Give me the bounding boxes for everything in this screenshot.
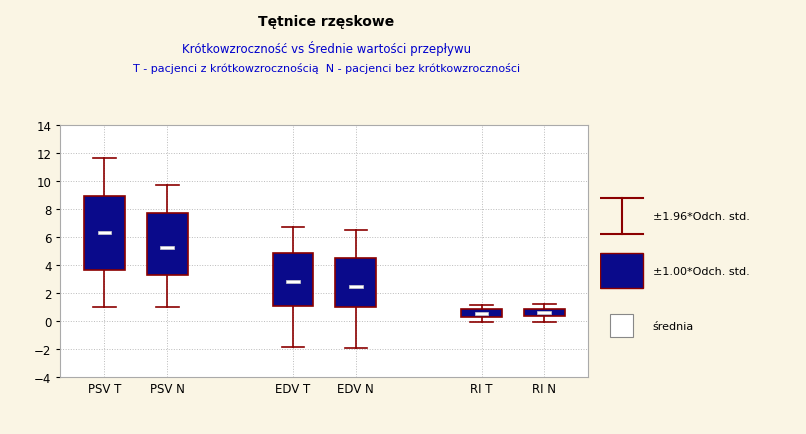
Bar <box>335 259 376 308</box>
Text: Tętnice rzęskowe: Tętnice rzęskowe <box>258 15 395 29</box>
Bar <box>475 312 488 315</box>
Text: T - pacjenci z krótkowzrocznością  N - pacjenci bez krótkowzroczności: T - pacjenci z krótkowzrocznością N - pa… <box>133 63 520 74</box>
Bar <box>147 214 188 276</box>
Text: ±1.00*Odch. std.: ±1.00*Odch. std. <box>653 266 750 276</box>
Bar <box>286 280 300 283</box>
Bar <box>349 285 363 288</box>
Bar <box>524 309 565 317</box>
Bar <box>272 253 314 306</box>
Bar <box>84 196 125 270</box>
Bar <box>98 232 111 235</box>
Bar <box>461 310 502 317</box>
Text: ±1.96*Odch. std.: ±1.96*Odch. std. <box>653 212 750 221</box>
Bar <box>600 253 643 289</box>
Text: średnia: średnia <box>653 321 694 331</box>
Bar <box>610 314 634 338</box>
Bar <box>160 246 174 249</box>
Text: Krótkowzroczność vs Średnie wartości przepływu: Krótkowzroczność vs Średnie wartości prz… <box>182 41 471 56</box>
Bar <box>538 312 551 315</box>
